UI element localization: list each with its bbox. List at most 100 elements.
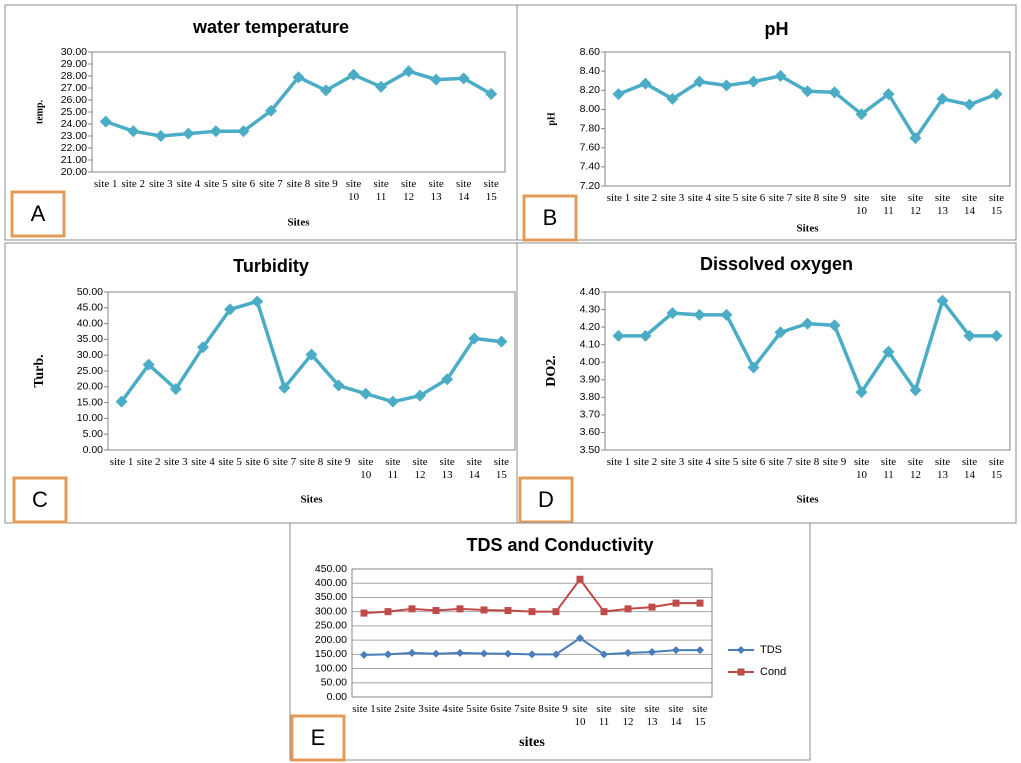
x-tick-label: site 11 [596,703,612,728]
marker [624,605,632,613]
x-tick-label: site 1 [606,192,631,204]
marker [169,383,182,396]
x-axis-title: Sites [288,217,311,229]
panel-label-box [518,476,574,524]
marker [528,650,536,659]
marker [386,395,399,408]
x-tick-label: site 14 [466,456,482,481]
marker [347,68,360,81]
x-tick-label-box: site 14 [962,192,977,217]
marker [882,345,895,358]
x-tick-label: site 6 [741,192,766,204]
y-tick-label: 300.00 [315,605,347,617]
x-tick-label-box: site 15 [494,456,509,481]
x-tick-label: site 13 [428,178,444,203]
marker [909,132,922,145]
y-tick-label: 0.00 [327,691,348,703]
x-tick-label-box: site 4 [688,192,712,204]
y-tick-label: 8.00 [580,103,601,115]
chart-title: water temperature [192,17,349,37]
y-tick-label: 3.60 [580,426,601,438]
marker [115,395,128,408]
x-tick-label: site 14 [961,456,978,481]
x-tick-label: site 7 [496,703,520,715]
x-tick-label: site 11 [880,192,897,217]
y-tick-label: 100.00 [315,662,347,674]
marker [414,389,427,402]
marker [264,104,277,117]
x-tick-label: site 2 [633,192,658,204]
x-tick-label-box: site 12 [908,192,923,217]
marker [456,648,464,657]
x-tick-label-box: site 12 [412,456,427,481]
x-tick-label: site 4 [191,456,215,468]
x-tick-label-box: site 8 [520,703,544,715]
marker [552,608,560,616]
y-tick-label: 20.00 [77,381,103,393]
y-tick-label: 50.00 [77,286,103,298]
x-tick-label-box: site 10 [853,456,870,481]
x-tick-label-box: site 9 [314,178,338,190]
y-tick-label: 3.50 [580,444,601,456]
marker [359,387,372,400]
plot-area [604,291,1011,451]
y-tick-label: 24.00 [61,118,87,130]
x-tick-label: site 4 [687,456,712,468]
x-tick-label-box: site 6 [245,456,269,468]
marker [774,69,787,82]
marker [456,605,464,613]
panel-label: D [538,487,554,512]
marker [504,649,512,658]
x-tick-label: site 11 [880,456,897,481]
y-tick-label: 450.00 [315,563,347,575]
panel-label: B [543,205,558,230]
x-tick-label: site 1 [606,456,631,468]
panel-frame [4,4,518,241]
x-tick-label: site 7 [768,192,793,204]
legend-marker [737,646,745,654]
x-tick-label-box: site 9 [327,456,351,468]
x-tick-label: site 10 [358,456,374,481]
x-tick-label-box: site 8 [287,178,311,190]
x-tick-label-box: site 2 [633,192,658,204]
x-tick-label: site 7 [272,456,297,468]
y-tick-label: 5.00 [83,428,104,440]
x-tick-label: site 1 [352,703,376,715]
x-tick-label-box: site 7 [259,178,283,190]
x-tick-label-box: site 3 [661,192,685,204]
x-tick-label-box: site 12 [401,178,416,203]
x-tick-label: site 2 [136,456,161,468]
marker [432,607,440,615]
y-tick-label: 20.00 [61,166,87,178]
x-tick-label: site 5 [218,456,242,468]
y-tick-label: 25.00 [77,365,103,377]
panel-label: A [31,201,46,226]
marker [441,373,454,386]
plot-area [604,51,1011,187]
x-tick-label: site 10 [853,456,870,481]
y-tick-label: 7.60 [580,141,601,153]
x-tick-label-box: site 7 [496,703,520,715]
x-axis-title: Sites [301,494,324,506]
marker [855,386,868,399]
marker [457,72,470,85]
panel-label: E [311,725,326,750]
x-tick-label-box: site 9 [823,456,847,468]
y-tick-label: 25.00 [61,106,87,118]
panel-frame [4,242,518,524]
marker [332,379,345,392]
panel-label-box [10,190,66,238]
plot-area [91,51,506,173]
y-tick-label: 350.00 [315,591,347,603]
marker [485,88,498,100]
x-tick-label-box: site 1 [94,178,118,190]
marker [480,649,488,658]
legend-marker [737,668,745,676]
marker [251,295,264,308]
x-tick-label-box: site 14 [456,178,471,203]
marker [278,381,291,394]
x-tick-label: site 15 [988,456,1005,481]
x-tick-label-box: site 15 [989,192,1004,217]
